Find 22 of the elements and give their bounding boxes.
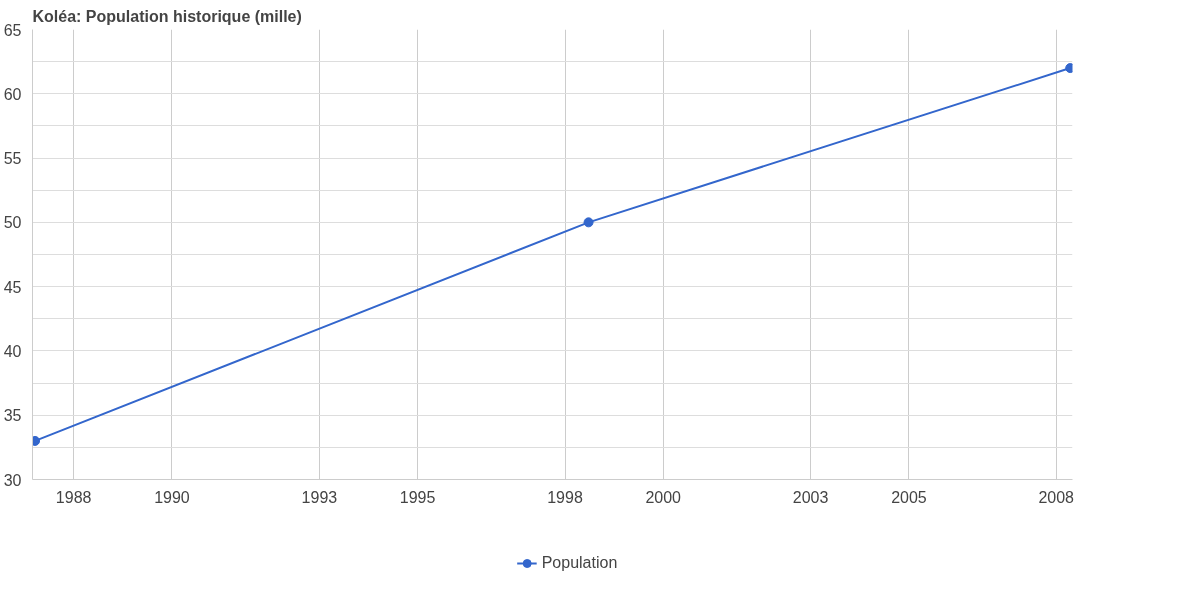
x-tick-label: 2005 <box>891 488 927 506</box>
x-tick-label: 1998 <box>547 488 583 506</box>
point <box>32 435 41 446</box>
x-tick-label: 1990 <box>154 488 190 506</box>
x-tick-label: 2003 <box>792 488 829 506</box>
y-tick-label: 65 <box>3 21 22 39</box>
y-tick-label: 35 <box>3 407 22 425</box>
x-tick-label: 1993 <box>301 488 338 506</box>
y-tick-label: 40 <box>3 342 22 360</box>
y-tick-label: 30 <box>3 471 22 489</box>
chart-title: Koléa: Population historique (mille) <box>32 7 302 25</box>
y-tick-label: 55 <box>3 150 22 168</box>
legend-label: Population <box>541 553 618 572</box>
y-tick-label: 50 <box>3 214 22 232</box>
x-tick-label: 1995 <box>399 488 436 506</box>
point <box>583 217 594 228</box>
y-tick-label: 45 <box>3 278 22 296</box>
point <box>1065 63 1073 74</box>
x-tick-label: 1988 <box>55 488 92 506</box>
x-tick-label: 2000 <box>645 488 682 506</box>
y-tick-label: 60 <box>3 85 22 103</box>
x-tick-label: 2008 <box>1038 488 1075 506</box>
